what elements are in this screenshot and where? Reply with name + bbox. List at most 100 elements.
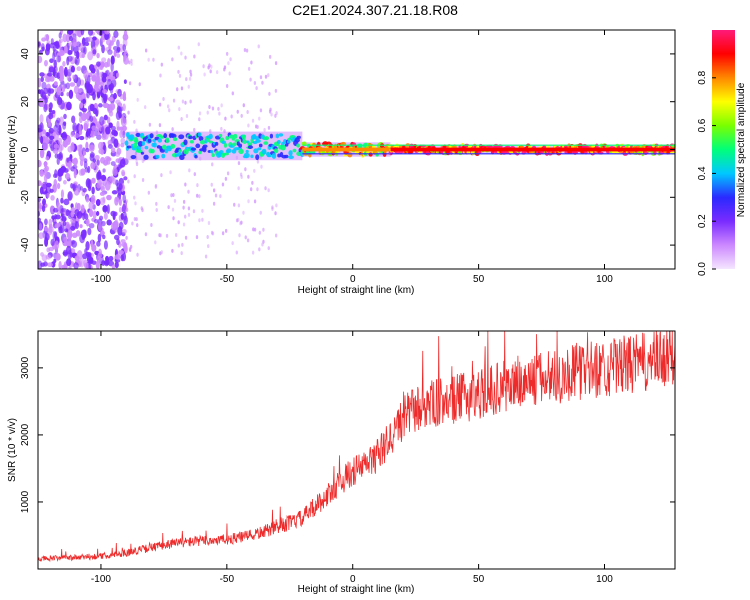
spectrogram-cell [84, 41, 90, 47]
spectrogram-cell [79, 115, 83, 124]
spectrogram-cell [107, 105, 113, 114]
spectrogram-cell [233, 202, 236, 207]
spectrogram-cell [51, 215, 55, 220]
spectrogram-y-tick-label: 40 [20, 48, 31, 60]
colorbar: 0.0 0.2 0.4 0.6 0.8 Normalized spectral ampl… [697, 30, 747, 276]
spectrogram-cell [184, 55, 187, 60]
spectrogram-cell [68, 42, 74, 47]
spectrogram-cell [108, 260, 115, 267]
spectrogram-cell [176, 87, 179, 92]
spectrogram-cell [40, 135, 44, 144]
spectrogram-cell [70, 211, 75, 218]
spectrogram-cell [46, 40, 51, 45]
spectrogram-cell [225, 51, 229, 56]
spectrogram-cell [58, 226, 63, 234]
spectrogram-cell [263, 141, 269, 145]
spectrogram-cell [120, 239, 126, 244]
spectrogram-cell [96, 183, 101, 189]
spectrogram-cell [167, 205, 170, 210]
spectrogram-cell [196, 183, 199, 188]
spectrogram-cell [208, 140, 214, 144]
snr-y-tick-label: 1000 [20, 490, 31, 513]
spectrogram-cell [150, 148, 155, 154]
spectrogram-cell [163, 133, 168, 139]
spectrogram-cell [60, 189, 65, 199]
spectrogram-cell [92, 116, 97, 124]
spectrogram-y-tick-label: 20 [20, 96, 31, 108]
spectrogram-cell [169, 170, 172, 175]
spectrogram-cell [53, 81, 58, 86]
spectrogram-cell [83, 69, 89, 80]
spectrogram-cell [114, 261, 119, 269]
spectrogram-cell [237, 161, 241, 166]
spectrogram-cell [120, 137, 126, 145]
spectrogram-cell [59, 49, 65, 56]
spectrogram-cell [159, 251, 162, 256]
spectrogram-carrier-line [302, 147, 391, 152]
colorbar-label: Normalized spectral amplitude [736, 82, 747, 217]
spectrogram-cell [100, 157, 106, 164]
spectrogram-cell [45, 254, 52, 260]
spectrogram-cell [239, 172, 243, 177]
spectrogram-cell [89, 144, 95, 153]
spectrogram-cell [242, 103, 246, 108]
spectrogram-cell [40, 252, 44, 257]
spectrogram-cell [39, 169, 45, 177]
spectrogram-cell [154, 185, 158, 190]
spectrogram-cell [56, 153, 63, 160]
spectrogram-cell [41, 81, 47, 90]
spectrogram-cell [83, 161, 88, 169]
spectrogram-cell [193, 127, 196, 132]
spectrogram-cell [189, 99, 192, 104]
spectrogram-cell [259, 210, 262, 215]
spectrogram-cell [38, 222, 43, 231]
spectrogram-cell [262, 239, 265, 244]
spectrogram-cell [91, 260, 97, 265]
spectrogram-cell [56, 72, 61, 79]
spectrogram-cell [83, 262, 89, 269]
spectrogram-cell [253, 227, 257, 232]
spectrogram-cell [256, 159, 260, 164]
spectrogram-cell [98, 148, 105, 155]
spectrogram-cell [107, 49, 113, 55]
spectrogram-cell [41, 37, 47, 42]
spectrogram-cell [112, 177, 116, 185]
spectrogram-cell [252, 227, 255, 232]
spectrogram-cell [245, 149, 249, 154]
spectrogram-cell [91, 125, 97, 131]
spectrogram-cell [123, 30, 128, 37]
spectrogram-cell [141, 177, 145, 182]
spectrogram-cell [264, 186, 267, 191]
spectrogram-cell [223, 65, 227, 70]
spectrogram-cell [158, 233, 161, 238]
spectrogram-cell [197, 42, 200, 47]
spectrogram-cell [73, 133, 80, 139]
spectrogram-cell [127, 179, 130, 184]
spectrogram-cell [177, 220, 180, 225]
spectrogram-cell [120, 117, 127, 127]
spectrogram-cell [207, 65, 210, 70]
spectrogram-cell [130, 61, 133, 66]
spectrogram-cell [82, 187, 87, 193]
spectrogram-cell [170, 143, 176, 149]
spectrogram-cell [144, 48, 148, 53]
spectrogram-cell [116, 39, 120, 47]
spectrogram-cell [187, 84, 190, 89]
spectrogram-cell [87, 252, 92, 258]
spectrogram-cell [41, 91, 47, 100]
spectrogram-cell [48, 127, 54, 134]
spectrogram-cell [89, 153, 95, 162]
spectrogram-cell [40, 76, 44, 83]
spectrogram-cell [258, 230, 262, 235]
spectrogram-cell [66, 258, 72, 267]
spectrogram-cell [187, 206, 191, 211]
spectrogram-cell [56, 86, 62, 96]
spectrogram-cell [232, 142, 237, 147]
spectrogram-cell [271, 205, 274, 210]
spectrogram-cell [116, 46, 121, 53]
spectrogram-cell [149, 133, 154, 139]
spectrogram-cell [182, 199, 186, 204]
spectrogram-cell [83, 46, 87, 55]
spectrogram-cell [141, 141, 146, 146]
spectrogram-cell [67, 231, 72, 242]
